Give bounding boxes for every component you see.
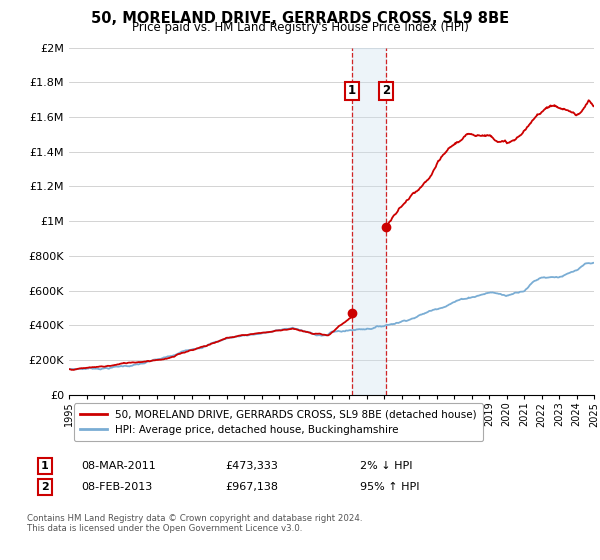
Text: 08-MAR-2011: 08-MAR-2011 [81, 461, 156, 471]
Text: Contains HM Land Registry data © Crown copyright and database right 2024.
This d: Contains HM Land Registry data © Crown c… [27, 514, 362, 534]
Text: 08-FEB-2013: 08-FEB-2013 [81, 482, 152, 492]
Text: 2: 2 [41, 482, 49, 492]
Text: 1: 1 [41, 461, 49, 471]
Text: £473,333: £473,333 [225, 461, 278, 471]
Text: 2% ↓ HPI: 2% ↓ HPI [360, 461, 413, 471]
Text: Price paid vs. HM Land Registry's House Price Index (HPI): Price paid vs. HM Land Registry's House … [131, 21, 469, 34]
Text: 2: 2 [382, 85, 390, 97]
Text: 1: 1 [348, 85, 356, 97]
Legend: 50, MORELAND DRIVE, GERRARDS CROSS, SL9 8BE (detached house), HPI: Average price: 50, MORELAND DRIVE, GERRARDS CROSS, SL9 … [74, 404, 483, 441]
Text: £967,138: £967,138 [225, 482, 278, 492]
Text: 50, MORELAND DRIVE, GERRARDS CROSS, SL9 8BE: 50, MORELAND DRIVE, GERRARDS CROSS, SL9 … [91, 11, 509, 26]
Text: 95% ↑ HPI: 95% ↑ HPI [360, 482, 419, 492]
Bar [352, 48, 386, 395]
